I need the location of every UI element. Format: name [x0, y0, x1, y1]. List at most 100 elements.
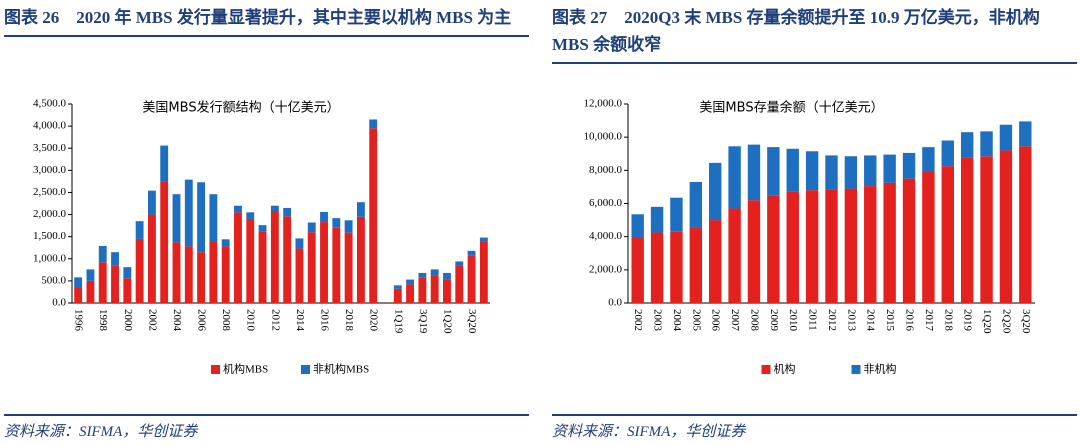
bar-segment	[369, 128, 378, 303]
y-tick-label: 6,000.0	[589, 197, 623, 209]
x-tick-label: 2005	[690, 309, 702, 332]
bar-segment	[123, 267, 132, 279]
x-tick-label: 2016	[318, 309, 330, 332]
bar-segment	[283, 216, 292, 303]
bar-segment	[74, 277, 83, 288]
bar-segment	[147, 190, 156, 215]
y-tick-label: 2,500.0	[33, 186, 67, 198]
y-tick-label: 1,500.0	[33, 230, 67, 242]
y-tick-label: 8,000.0	[589, 164, 623, 176]
bar-segment	[111, 252, 119, 266]
bar-segment	[941, 140, 954, 167]
bar-segment	[786, 191, 799, 303]
bar-segment	[844, 188, 858, 303]
bar-segment	[902, 152, 916, 179]
x-tick-label: 2015	[884, 309, 896, 332]
bar-segment	[406, 284, 415, 303]
x-tick-label: 2006	[710, 309, 722, 332]
x-tick-label: 2014	[294, 309, 306, 332]
x-tick-label: 2010	[787, 309, 799, 332]
bar-segment	[1019, 121, 1032, 147]
legend-swatch	[851, 365, 861, 374]
bar-segment	[356, 216, 365, 303]
x-tick-label: 1996	[73, 309, 85, 332]
bar-segment	[455, 265, 464, 303]
x-tick-label: 2002	[632, 309, 644, 331]
bar-segment	[74, 287, 83, 303]
bar-segment	[922, 147, 935, 172]
bar-segment	[709, 220, 722, 303]
bar-segment	[631, 214, 644, 238]
bar-segment	[221, 246, 230, 303]
x-tick-label: 2006	[196, 309, 208, 332]
bar-segment	[844, 156, 858, 189]
source-note: 资料来源：SIFMA，华创证券	[552, 414, 1077, 441]
chart: 美国MBS存量余额（十亿美元） 0.0 2,000.0 4,000.0 6,000.0 8…	[584, 98, 1035, 376]
y-tick-label: 4,500.0	[33, 98, 67, 110]
bar-segment	[98, 245, 107, 263]
legend-label: 非机构	[864, 362, 897, 376]
x-tick-label: 2008	[748, 309, 760, 332]
bar-segment	[307, 232, 316, 303]
x-tick-label: 2019	[962, 309, 974, 332]
x-tick-label: 2003	[652, 309, 664, 332]
x-tick-label: 3Q19	[417, 309, 429, 334]
bar-segment	[455, 261, 464, 266]
x-tick-label: 2018	[343, 309, 355, 332]
bar-segment	[805, 190, 819, 303]
y-tick-label: 2,000.0	[33, 208, 67, 220]
x-tick-label: 1998	[97, 309, 109, 332]
bar-segment	[393, 288, 402, 303]
bar-segment	[184, 246, 193, 303]
x-tick-label: 1Q20	[981, 309, 993, 334]
bar-segment	[258, 231, 267, 303]
y-tick-label: 1,000.0	[33, 252, 67, 264]
bar-segment	[670, 197, 683, 232]
bar-segment	[864, 155, 877, 187]
bar-segment	[443, 272, 451, 280]
bar-segment	[650, 232, 664, 303]
x-tick-label: 2013	[845, 309, 857, 332]
y-tick-label: 3,000.0	[33, 164, 67, 176]
bar-segment	[98, 262, 107, 303]
bar-segment	[805, 151, 819, 191]
y-tick-label: 0.0	[52, 297, 66, 309]
bar-segment	[825, 189, 838, 303]
x-tick-label: 2004	[671, 309, 683, 332]
bar-segment	[246, 212, 255, 219]
x-tick-label: 1Q19	[392, 309, 404, 334]
bar-segment	[999, 124, 1013, 151]
figure-caption: 图表 26 2020 年 MBS 发行量显著提升，其中主要以机构 MBS 为主	[4, 4, 529, 37]
bar-segment	[172, 242, 181, 303]
bar-segment	[270, 205, 279, 212]
bar-segment	[209, 241, 218, 303]
x-tick-label: 2010	[245, 309, 257, 332]
bar-segment	[709, 162, 722, 221]
x-tick-label: 2007	[729, 309, 741, 332]
bar-segment	[111, 265, 119, 303]
y-tick-label: 10,000.0	[584, 131, 623, 143]
bar-segment	[172, 194, 181, 243]
bar-segment	[135, 238, 144, 303]
bar-segment	[369, 119, 378, 129]
legend-label: 机构MBS	[223, 362, 268, 376]
x-tick-label: 2012	[826, 309, 838, 331]
bar-segment	[234, 205, 242, 213]
bar-segment	[883, 182, 896, 303]
legend-label: 非机构MBS	[313, 362, 369, 376]
x-tick-label: 2017	[923, 309, 935, 332]
x-tick-label: 2011	[807, 309, 819, 331]
bar-segment	[479, 241, 488, 303]
bar-segment	[902, 178, 916, 303]
bar-segment	[747, 144, 761, 201]
bar-segment	[689, 181, 703, 228]
x-tick-label: 2020	[368, 309, 380, 332]
source-note: 资料来源：SIFMA，华创证券	[4, 414, 529, 441]
bar-segment	[418, 277, 427, 303]
bar-segment	[443, 279, 451, 303]
bar-segment	[270, 211, 279, 303]
x-tick-label: 2004	[171, 309, 183, 332]
bar-segment	[332, 227, 341, 303]
bar-segment	[941, 166, 954, 303]
y-tick-label: 2,000.0	[589, 263, 623, 275]
